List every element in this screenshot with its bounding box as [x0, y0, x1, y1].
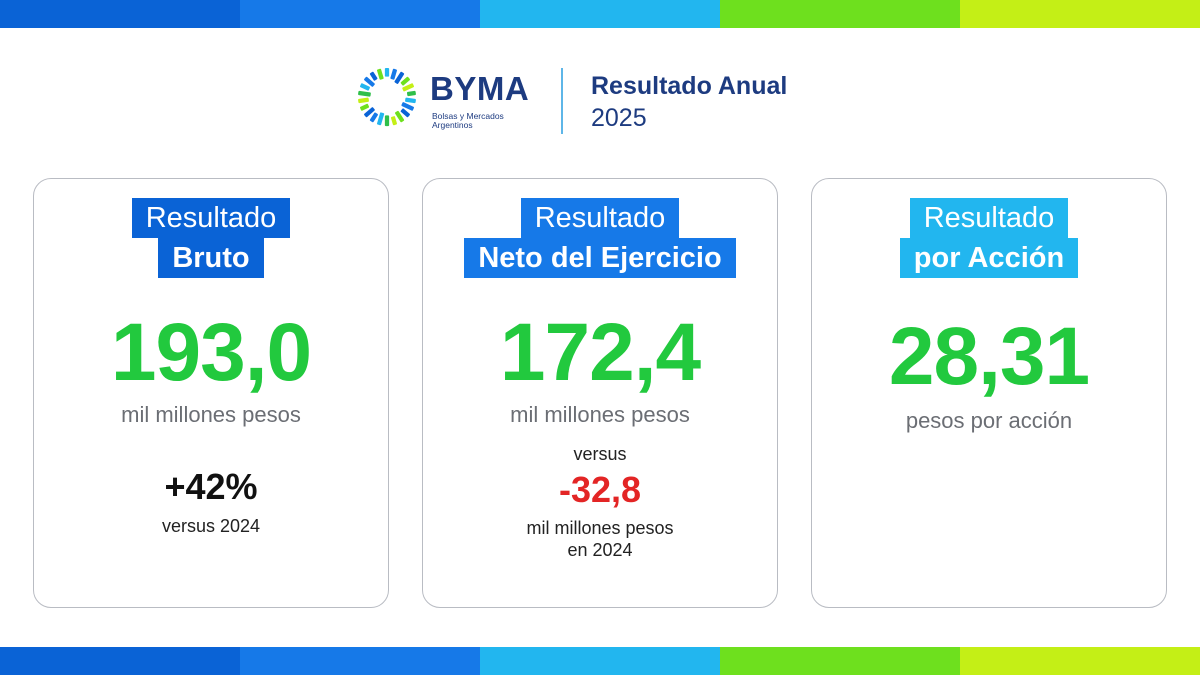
card-unit: mil millones pesos [121, 402, 301, 427]
card-resultado-por-accion: Resultado por Acción 28,31 pesos por acc… [811, 178, 1167, 608]
stripe-segment [0, 0, 240, 28]
stripe-segment [720, 0, 960, 28]
logo-ray [390, 116, 397, 126]
logo-ray [358, 90, 371, 97]
logo-wordmark: BYMA [430, 70, 530, 107]
card-label-line2: por Acción [899, 238, 1079, 278]
logo-ray [400, 108, 410, 118]
logo-ray [377, 68, 384, 80]
logo-ray [358, 97, 369, 104]
stripe-segment [480, 0, 720, 28]
logo-ray [394, 71, 405, 84]
bottom-color-stripe [0, 647, 1200, 675]
stripe-segment [480, 647, 720, 675]
page-year: 2025 [591, 104, 647, 132]
card-label: Resultado Bruto [131, 198, 291, 278]
card-value: 172,4 [499, 307, 701, 398]
top-color-stripe [0, 0, 1200, 28]
header: BYMA Bolsas y Mercados Argentinos Result… [0, 60, 1200, 140]
card-change-note: versus 2024 [161, 516, 261, 536]
logo-ray [395, 110, 405, 123]
logo-ray [390, 68, 397, 80]
logo-ray [402, 83, 415, 92]
byma-logo-icon [358, 67, 416, 127]
stripe-segment [720, 647, 960, 675]
card-versus: versus [573, 444, 627, 464]
logo-ray [359, 83, 370, 91]
header-divider [561, 68, 563, 134]
logo-ray [369, 71, 378, 81]
card-resultado-neto: Resultado Neto del Ejercicio 172,4 mil m… [422, 178, 778, 608]
logo-ray [384, 115, 390, 127]
logo-ray [359, 103, 370, 111]
card-label-line1: Resultado [131, 198, 291, 238]
stripe-segment [960, 0, 1200, 28]
logo-ray [405, 97, 416, 104]
logo-ray [384, 67, 390, 77]
card-unit: mil millones pesos [510, 402, 690, 427]
logo-ray [369, 112, 378, 123]
card-label-line2: Neto del Ejercicio [464, 238, 736, 278]
logo-ray [406, 90, 416, 97]
page-title: Resultado Anual [591, 72, 788, 100]
logo-ray [401, 102, 415, 111]
card-prior-unit-line2: en 2024 [567, 540, 633, 560]
logo-ray [377, 112, 385, 126]
card-value: 193,0 [110, 307, 312, 398]
logo-subtitle: Bolsas y Mercados Argentinos [432, 111, 504, 130]
card-label-line2: Bruto [158, 238, 264, 278]
card-value: 28,31 [888, 311, 1090, 402]
card-prior-unit-line1: mil millones pesos [526, 518, 674, 538]
card-resultado-bruto: Resultado Bruto 193,0 mil millones pesos… [33, 178, 389, 608]
stripe-segment [0, 647, 240, 675]
stripe-segment [240, 0, 480, 28]
card-label: Resultado Neto del Ejercicio [464, 198, 736, 278]
logo-ray [364, 107, 375, 118]
stripe-segment [960, 647, 1200, 675]
card-label: Resultado por Acción [899, 198, 1079, 278]
card-prior-unit: mil millones pesos en 2024 [423, 517, 777, 561]
logo-ray [364, 76, 375, 87]
card-unit: pesos por acción [905, 408, 1073, 433]
card-label-line1: Resultado [909, 198, 1069, 238]
card-prior-value: -32,8 [558, 469, 642, 510]
stripe-segment [240, 647, 480, 675]
card-label-line1: Resultado [520, 198, 680, 238]
card-change: +42% [164, 466, 258, 507]
logo-ray [400, 76, 410, 86]
